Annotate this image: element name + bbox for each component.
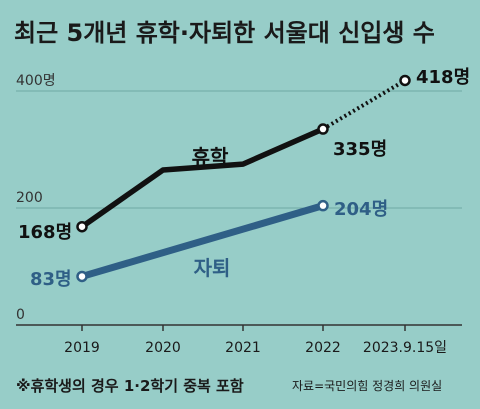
y-axis: 400명 200 0 [16,73,56,323]
data-point [317,123,329,135]
series-label-dropout: 자퇴 [194,256,231,280]
series-line-dropout [78,202,327,280]
chart-title: 최근 5개년 휴학·자퇴한 서울대 신입생 수 [14,19,435,47]
data-point [399,74,411,87]
data-point [317,199,329,212]
x-tick-label: 2022 [305,340,341,356]
y-tick-label: 0 [16,307,25,323]
series-line-dotted [321,78,407,131]
y-tick-label: 200 [16,190,43,206]
x-tick-label: 2020 [145,340,181,356]
data-label: 335명 [333,139,387,160]
data-point [76,270,88,283]
series-label-leave: 휴학 [192,145,229,169]
source: 자료=국민의힘 정경희 의원실 [292,379,442,393]
x-tick-label: 2019 [64,340,100,356]
data-label: 83명 [30,269,72,290]
x-axis: 2019 2020 2021 2022 2023.9.15일 [16,324,462,356]
series-line-leave [79,126,326,230]
data-point [76,220,88,233]
grid-lines [16,90,462,326]
data-label: 168명 [18,222,72,243]
x-tick-label: 2023.9.15일 [363,340,447,356]
data-label: 204명 [334,199,388,220]
series-layer [76,74,411,283]
data-label: 418명 [416,67,470,88]
footnote: ※휴학생의 경우 1·2학기 중복 포함 [16,377,244,395]
x-tick-label: 2021 [225,340,261,356]
y-tick-label: 400명 [16,73,56,89]
